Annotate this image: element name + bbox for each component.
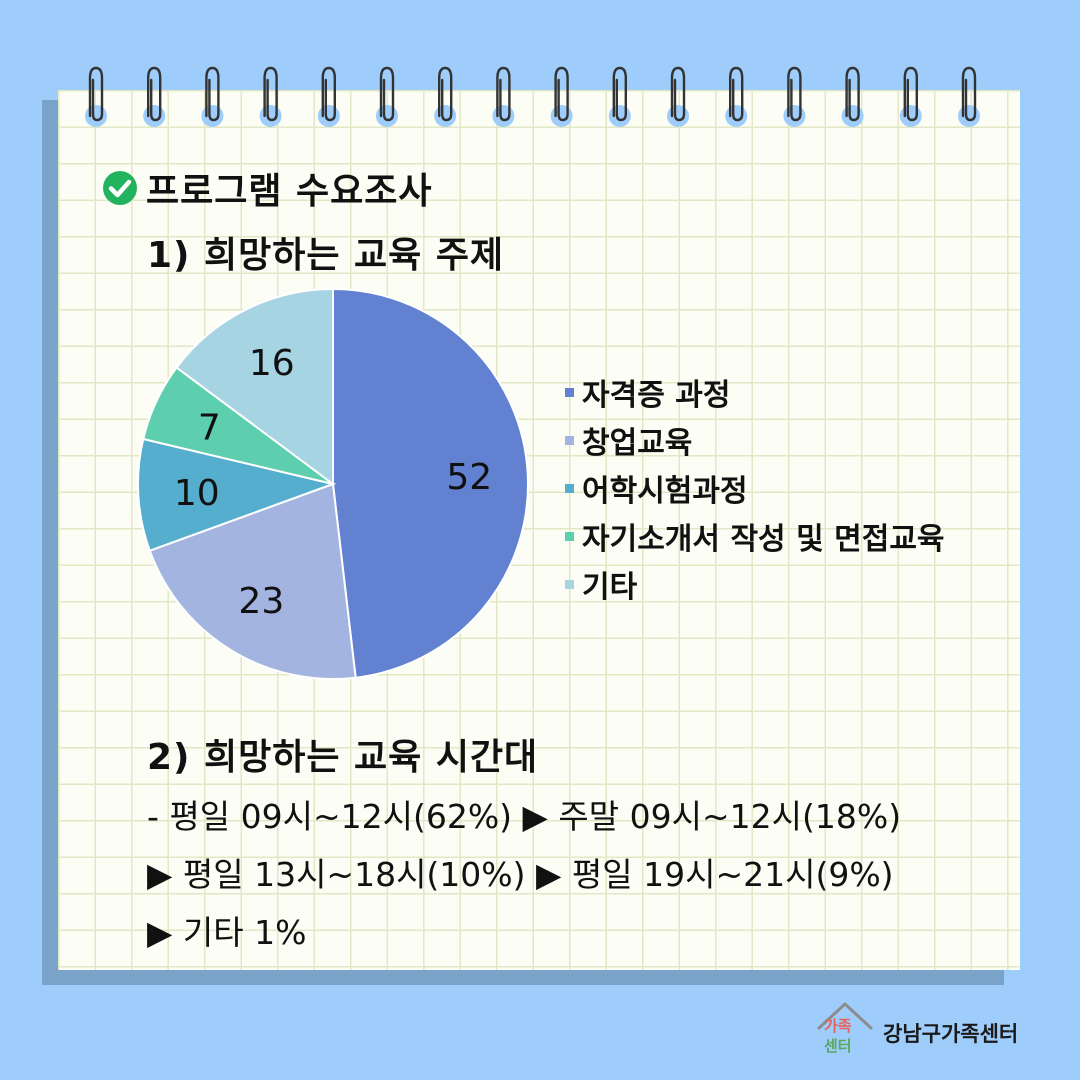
logo-text-bottom: 센터 [824, 1037, 852, 1055]
slice-label-3: 10 [174, 473, 220, 514]
pie-slice-1 [332, 287, 529, 679]
legend-swatch [565, 387, 574, 397]
slice-label-1: 52 [446, 457, 492, 498]
legend-item-2: 창업교육 [565, 416, 945, 464]
binder-rings [85, 66, 980, 127]
ring-wire [321, 66, 336, 122]
ring-wire [612, 66, 627, 122]
ring-wire [670, 66, 686, 122]
ring-wire [496, 66, 511, 122]
time-line-3: ▶ 기타 1% [147, 913, 307, 952]
title-row: 프로그램 수요조사 [102, 162, 433, 214]
slice-label-4: 7 [198, 407, 221, 448]
legend-label: 자격증 과정 [582, 378, 731, 413]
ring-wire [379, 66, 395, 122]
time-line-2: ▶ 평일 13시~18시(10%) ▶ 평일 19시~21시(9%) [147, 855, 894, 894]
ring-wire [729, 66, 744, 122]
legend-swatch [565, 483, 574, 493]
ring-wire [88, 66, 104, 122]
ring-wire [263, 66, 278, 122]
ring-wire [787, 66, 802, 122]
org-name: 강남구가족센터 [883, 1022, 1019, 1046]
section1-title: 1) 희망하는 교육 주제 [147, 235, 505, 276]
legend-label: 기타 [582, 570, 638, 605]
page-title: 프로그램 수요조사 [146, 171, 433, 212]
check-icon [103, 171, 137, 205]
legend-item-4: 자기소개서 작성 및 면접교육 [565, 512, 945, 560]
ring-wire [903, 66, 918, 122]
legend-item-1: 자격증 과정 [565, 368, 945, 416]
legend-item-5: 기타 [565, 560, 945, 608]
legend-swatch [565, 435, 574, 445]
ring-wire [554, 66, 569, 122]
ring-wire [205, 66, 220, 122]
slice-label-2: 23 [238, 581, 284, 622]
ring-wire [438, 66, 453, 122]
legend-swatch [565, 531, 574, 541]
legend-label: 창업교육 [582, 426, 693, 461]
ring-wire [845, 66, 860, 122]
logo-text-top: 가족 [824, 1017, 852, 1035]
pie-slice-3 [137, 437, 337, 552]
center-logo: 가족 센터 [817, 1002, 873, 1055]
legend-swatch [565, 579, 574, 589]
legend-label: 어학시험과정 [582, 474, 748, 509]
legend-item-3: 어학시험과정 [565, 464, 945, 512]
legend-label: 자기소개서 작성 및 면접교육 [582, 522, 945, 557]
section2-title: 2) 희망하는 교육 시간대 [147, 737, 539, 778]
time-line-1: - 평일 09시~12시(62%) ▶ 주말 09시~12시(18%) [147, 797, 902, 836]
slice-label-5: 16 [249, 343, 295, 384]
pie-slice-5 [175, 287, 334, 486]
ring-wire [147, 66, 162, 122]
ring-wire [961, 66, 977, 122]
